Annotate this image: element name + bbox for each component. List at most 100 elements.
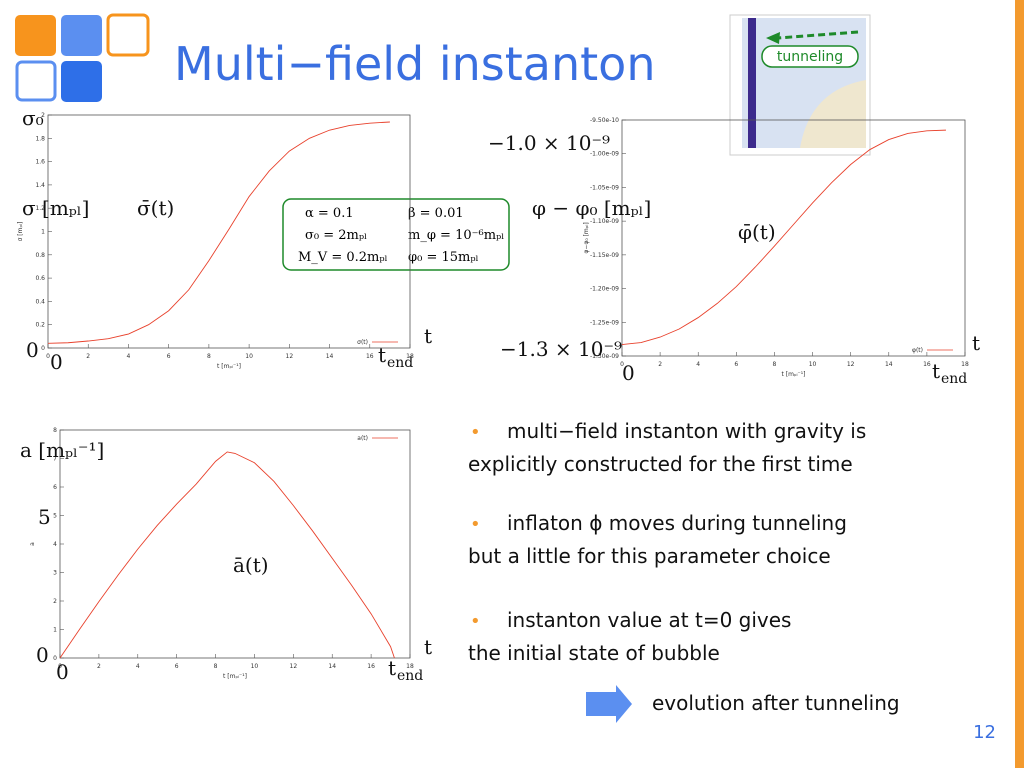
y-tick-label: 2 (53, 598, 57, 605)
annotation: t (972, 331, 980, 355)
param: α = 0.1 (305, 206, 354, 221)
slide-title: Multi−field instanton (174, 37, 655, 91)
x-axis-label: t [mₚₗ⁻¹] (782, 371, 806, 378)
inset-arrowhead (766, 32, 780, 44)
y-tick-label: -1.00e-09 (590, 151, 619, 158)
y-axis-label: a (29, 542, 36, 546)
y-tick-label: 5 (53, 513, 57, 520)
annotation: 0 (36, 643, 49, 667)
annotation: φ − φ₀ [mₚₗ] (532, 196, 651, 220)
annotation: ā(t) (233, 553, 269, 577)
x-tick-label: 16 (923, 361, 931, 368)
y-tick-label: -1.15e-09 (590, 252, 619, 259)
y-tick-label: 1 (53, 627, 57, 634)
params-box (282, 198, 510, 271)
x-tick-label: 0 (620, 361, 624, 368)
arrow (586, 685, 632, 723)
x-tick-label: 6 (734, 361, 738, 368)
annotation: t (424, 635, 432, 659)
annotation: σ₀ (22, 106, 44, 130)
inset-arrow (777, 30, 859, 40)
data-line (47, 121, 390, 344)
x-tick-label: 4 (136, 663, 140, 670)
annotation: −1.3 × 10⁻⁹ (500, 337, 622, 361)
y-tick-label: 6 (53, 484, 57, 491)
bullet-text: but a little for this parameter choice (468, 544, 831, 568)
y-axis-label: σ [mₚₗ] (17, 222, 24, 242)
y-tick-label: 0 (53, 655, 57, 662)
logo-square (61, 15, 102, 56)
bullet-text: explicitly constructed for the first tim… (468, 452, 853, 476)
legend-label: σ(t) (357, 339, 368, 346)
param: m_φ = 10⁻⁶mₚₗ (408, 228, 504, 243)
page-number: 12 (973, 722, 996, 743)
annotation: 0 (622, 361, 635, 385)
x-tick-label: 14 (328, 663, 336, 670)
annotation: 5 (38, 505, 51, 529)
annotation: 0 (56, 660, 69, 684)
y-tick-label: -9.50e-10 (590, 117, 619, 124)
x-tick-label: 18 (406, 353, 414, 360)
y-tick-label: 0.2 (35, 322, 45, 329)
x-tick-label: 2 (658, 361, 662, 368)
y-tick-label: 0 (41, 345, 45, 352)
annotation: σ̄(t) (137, 196, 174, 220)
y-tick-label: 8 (53, 427, 57, 434)
y-tick-label: 3 (53, 570, 57, 577)
data-line (59, 451, 395, 659)
param: M_V = 0.2mₚₗ (298, 250, 388, 265)
x-tick-label: 4 (127, 353, 131, 360)
x-tick-label: 12 (290, 663, 298, 670)
bullet-dot: • (470, 611, 481, 632)
inset-label-box (761, 45, 859, 68)
legend-label: φ(t) (912, 347, 923, 354)
x-tick-label: 16 (367, 663, 375, 670)
x-tick-label: 10 (245, 353, 253, 360)
x-tick-label: 0 (46, 353, 50, 360)
bullet-text: multi−field instanton with gravity is (507, 419, 866, 443)
x-tick-label: 6 (175, 663, 179, 670)
data-line (621, 129, 946, 345)
annotation: t (424, 324, 432, 348)
plot-frame (59, 429, 411, 659)
x-tick-label: 10 (809, 361, 817, 368)
annotation: 0 (26, 338, 39, 362)
bullet-dot: • (470, 422, 481, 443)
x-tick-label: 0 (58, 663, 62, 670)
x-axis-label: t [mₚₗ⁻¹] (223, 673, 247, 680)
x-tick-label: 18 (406, 663, 414, 670)
y-tick-label: -1.30e-09 (590, 353, 619, 360)
end-label-sub: end (387, 355, 413, 371)
end-label: t (388, 656, 396, 680)
x-tick-label: 2 (86, 353, 90, 360)
annotation: −1.0 × 10⁻⁹ (488, 131, 610, 155)
end-label: t (932, 359, 940, 383)
y-tick-label: 1 (41, 229, 45, 236)
y-tick-label: 1.2 (35, 205, 45, 212)
x-tick-label: 10 (251, 663, 259, 670)
y-tick-label: 1.6 (35, 159, 45, 166)
annotation: a [mₚₗ⁻¹] (20, 438, 104, 462)
y-tick-label: 0.4 (35, 298, 45, 305)
x-tick-label: 14 (326, 353, 334, 360)
y-tick-label: 7 (53, 456, 57, 463)
annotation: 0 (50, 350, 63, 374)
y-tick-label: -1.05e-09 (590, 184, 619, 191)
y-tick-label: 4 (53, 541, 57, 548)
x-tick-label: 18 (961, 361, 969, 368)
y-tick-label: -1.10e-09 (590, 218, 619, 225)
y-axis-label: φ−φ₀ [mₚₗ] (583, 222, 590, 253)
bullet-text: the initial state of bubble (468, 641, 720, 665)
x-tick-label: 6 (167, 353, 171, 360)
logo-square (61, 61, 102, 102)
x-tick-label: 16 (366, 353, 374, 360)
legend-label: a(t) (357, 435, 368, 442)
y-tick-label: 0.6 (35, 275, 45, 282)
end-label: t (378, 343, 386, 367)
x-tick-label: 14 (885, 361, 893, 368)
logo-square (15, 15, 56, 56)
x-tick-label: 12 (847, 361, 855, 368)
param: φ₀ = 15mₚₗ (408, 250, 479, 265)
